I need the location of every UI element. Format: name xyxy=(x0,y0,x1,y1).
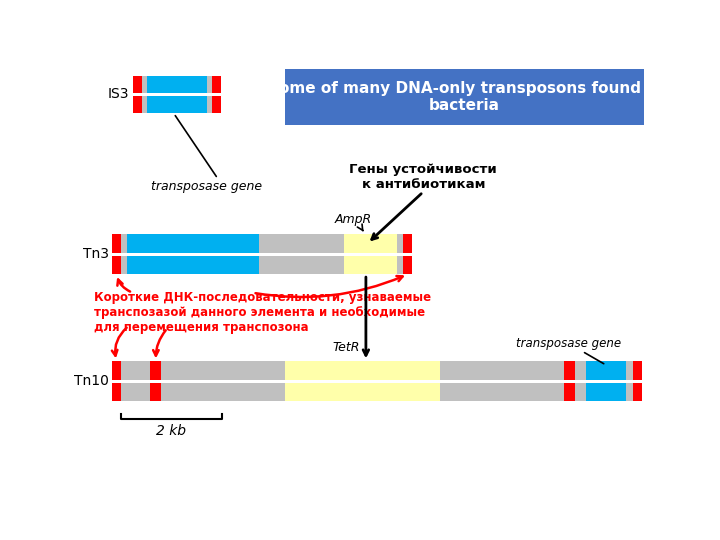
Bar xyxy=(112,361,121,380)
Bar xyxy=(142,76,147,92)
Bar xyxy=(207,96,212,113)
Bar xyxy=(564,361,575,380)
Bar xyxy=(161,383,285,401)
Bar xyxy=(344,256,397,274)
Bar xyxy=(397,234,403,253)
Bar xyxy=(285,69,644,125)
Bar xyxy=(575,361,586,380)
Bar xyxy=(564,383,575,401)
Bar xyxy=(150,383,161,401)
Bar xyxy=(142,96,147,113)
Bar xyxy=(132,76,142,92)
Bar xyxy=(259,256,344,274)
Text: Tn10: Tn10 xyxy=(74,374,109,388)
Bar xyxy=(127,234,259,253)
Bar xyxy=(212,96,221,113)
Bar xyxy=(403,234,413,253)
Bar xyxy=(132,96,142,113)
Text: AmpR: AmpR xyxy=(335,213,372,226)
Bar xyxy=(121,383,150,401)
Bar xyxy=(112,383,121,401)
Text: transposase gene: transposase gene xyxy=(516,337,621,350)
Text: TetR: TetR xyxy=(332,341,359,354)
Bar xyxy=(147,96,207,113)
Bar xyxy=(575,383,586,401)
Bar xyxy=(127,256,259,274)
Bar xyxy=(586,361,626,380)
Bar xyxy=(626,361,632,380)
Bar xyxy=(147,76,207,92)
Bar xyxy=(632,383,642,401)
Text: IS3: IS3 xyxy=(107,87,129,102)
Text: Some of many DNA-only transposons found in
bacteria: Some of many DNA-only transposons found … xyxy=(268,80,662,113)
Text: Гены устойчивости
к антибиотикам: Гены устойчивости к антибиотикам xyxy=(349,164,497,191)
Bar xyxy=(212,76,221,92)
Bar xyxy=(403,256,413,274)
Bar xyxy=(150,361,161,380)
Bar xyxy=(632,361,642,380)
Bar xyxy=(161,361,285,380)
Bar xyxy=(344,234,397,253)
Bar xyxy=(397,256,403,274)
Bar xyxy=(112,256,121,274)
Text: Короткие ДНК-последовательности, узнаваемые
транспозазой данного элемента и необ: Короткие ДНК-последовательности, узнавае… xyxy=(94,291,431,334)
Bar xyxy=(121,361,150,380)
Bar xyxy=(259,234,344,253)
Bar xyxy=(586,383,626,401)
Bar xyxy=(441,383,564,401)
Text: transposase gene: transposase gene xyxy=(150,180,262,193)
Bar xyxy=(285,383,441,401)
Bar xyxy=(121,234,127,253)
Text: 2 kb: 2 kb xyxy=(156,423,186,437)
Bar xyxy=(121,256,127,274)
Bar xyxy=(441,361,564,380)
Bar xyxy=(285,361,441,380)
Bar xyxy=(112,234,121,253)
Bar xyxy=(207,76,212,92)
Text: Tn3: Tn3 xyxy=(84,247,109,261)
Bar xyxy=(626,383,632,401)
